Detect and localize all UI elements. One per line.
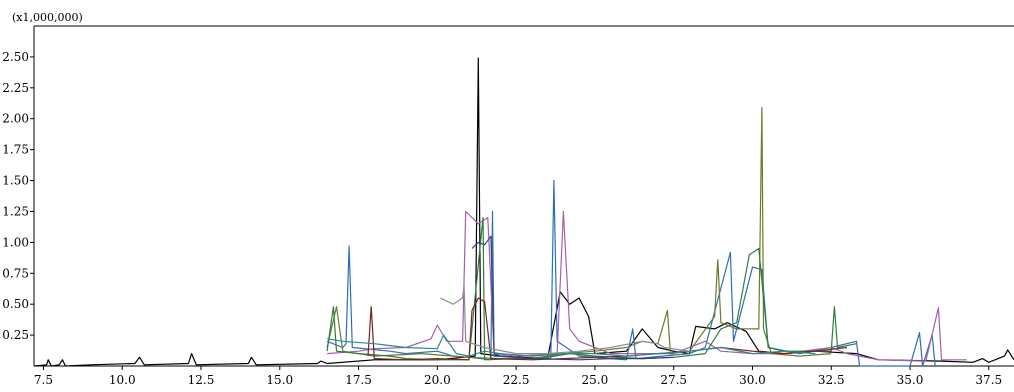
y-axis-ticks: 0.25 0.50 0.75 1.00 1.25 1.50 1.75 2.00 2.25 2.50 <box>2 50 34 342</box>
y-tick-label: 1.50 <box>2 174 29 188</box>
x-tick-label: 35.0 <box>897 373 924 387</box>
series-line-5 <box>326 217 857 361</box>
series-line-9 <box>440 285 690 355</box>
x-tick-label: 25.0 <box>582 373 609 387</box>
y-tick-label: 1.00 <box>2 235 29 249</box>
series-line-1 <box>33 57 1014 367</box>
series-line-4 <box>326 107 832 360</box>
y-tick-label: 0.25 <box>2 328 29 342</box>
x-axis-ticks: 7.5 10.0 12.5 15.0 17.5 20.0 22.5 25.0 27.5 30.0 3… <box>34 366 1002 387</box>
y-tick-label: 0.50 <box>2 297 29 311</box>
series-line-8 <box>327 334 816 357</box>
x-tick-label: 32.5 <box>818 373 845 387</box>
series-line-3 <box>327 210 967 362</box>
series-line-7 <box>471 235 674 361</box>
y-tick-label: 1.25 <box>2 204 29 218</box>
y-tick-label: 2.50 <box>2 50 29 64</box>
x-tick-label: 15.0 <box>266 373 293 387</box>
y-tick-label: 1.75 <box>2 143 29 157</box>
x-tick-label: 22.5 <box>503 373 530 387</box>
x-tick-label: 12.5 <box>188 373 215 387</box>
x-tick-label: 27.5 <box>660 373 687 387</box>
x-tick-label: 7.5 <box>34 373 53 387</box>
y-tick-label: 2.00 <box>2 112 29 126</box>
series-line-2 <box>326 179 936 367</box>
series-line-6 <box>367 297 848 361</box>
y-tick-label: 0.75 <box>2 266 29 280</box>
x-tick-label: 10.0 <box>109 373 136 387</box>
x-tick-label: 30.0 <box>739 373 766 387</box>
x-tick-label: 37.5 <box>975 373 1002 387</box>
y-multiplier-label: (x1,000,000) <box>12 11 83 24</box>
y-tick-label: 2.25 <box>2 81 29 95</box>
series-layer <box>33 57 1014 367</box>
x-tick-label: 20.0 <box>424 373 451 387</box>
x-tick-label: 17.5 <box>345 373 372 387</box>
